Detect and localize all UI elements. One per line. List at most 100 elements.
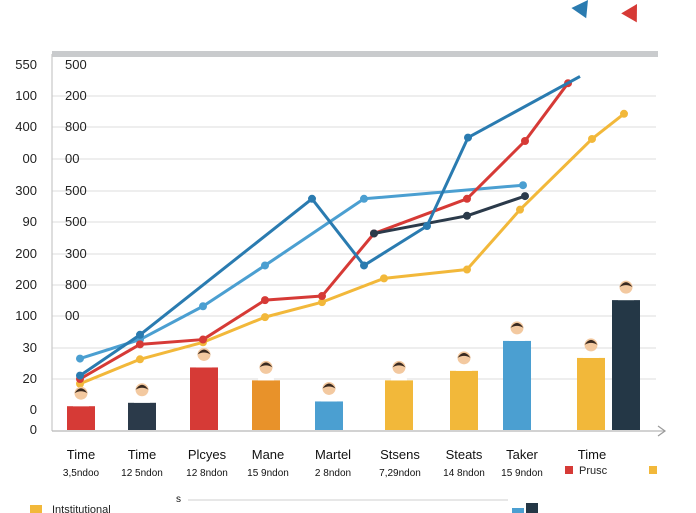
y-tick-inner-6: 300	[65, 246, 87, 261]
person-icon-2	[196, 347, 212, 368]
person-hair-8	[584, 339, 598, 345]
y-tick-inner-7: 800	[65, 277, 87, 292]
footer-tick: s	[176, 494, 181, 505]
line-point-5-7	[516, 205, 524, 214]
person-icons	[73, 280, 634, 407]
arrow-blue-head	[571, 0, 588, 19]
y-tick-outer-4: 300	[15, 183, 37, 198]
person-hair-6	[457, 352, 471, 358]
footer-bar-b	[526, 503, 538, 513]
x-sublabel-3: 15 9ndon	[247, 468, 289, 479]
y-tick-outer-9: 30	[23, 340, 37, 355]
person-hair-7	[510, 322, 524, 328]
line-point-1-4	[423, 222, 431, 230]
line-point-5-1	[136, 355, 144, 364]
line-point-5-6	[463, 265, 471, 274]
x-sublabel-7: 15 9ndon	[501, 468, 543, 479]
x-category-1: Time	[128, 447, 156, 462]
person-shirt-0	[73, 398, 89, 407]
bars	[67, 300, 640, 430]
person-icon-9	[618, 280, 634, 301]
line-point-5-8	[588, 134, 596, 143]
y-tick-outer-8: 100	[15, 308, 37, 323]
line-point-4-1	[463, 211, 471, 220]
person-shirt-2	[196, 359, 212, 368]
line-series-5	[79, 112, 625, 386]
person-shirt-1	[134, 394, 150, 403]
legend-swatch-1	[649, 466, 657, 474]
y-tick-inner-2: 800	[65, 119, 87, 134]
line-point-3-2	[199, 335, 207, 344]
person-icon-8	[583, 338, 599, 358]
person-shirt-6	[456, 362, 472, 371]
x-category-7: Taker	[506, 447, 538, 462]
line-point-1-2	[308, 194, 316, 203]
line-point-3-1	[136, 340, 144, 349]
arrow-red-head	[621, 4, 637, 23]
person-icon-0	[73, 386, 89, 407]
y-tick-inner-4: 500	[65, 183, 87, 198]
y-axis-labels: 5501004000030090200200100302000500200800…	[15, 57, 86, 437]
line-point-1-3	[360, 261, 368, 270]
x-category-3: Mane	[252, 447, 285, 462]
legend-swatch-2	[30, 505, 42, 513]
y-tick-outer-1: 100	[15, 88, 37, 103]
x-category-0: Time	[67, 447, 95, 462]
bar-9	[612, 300, 640, 430]
line-point-5-3	[261, 313, 269, 322]
x-axis-arrow	[657, 425, 667, 437]
legend: Prusc Intstitutional s	[30, 465, 657, 513]
line-point-1-1	[136, 330, 144, 339]
line-point-3-7	[521, 137, 529, 145]
person-icon-7	[509, 321, 525, 341]
y-tick-outer-6: 200	[15, 246, 37, 261]
line-series-3	[79, 82, 570, 381]
y-tick-inner-0: 500	[65, 57, 87, 72]
person-shirt-4	[321, 393, 337, 402]
person-shirt-7	[509, 332, 525, 341]
person-icon-5	[391, 360, 407, 381]
line-point-5-4	[318, 298, 326, 307]
person-hair-1	[135, 384, 149, 390]
bar-1	[128, 402, 156, 430]
line-point-4-0	[370, 229, 378, 238]
y-tick-outer-3: 00	[23, 151, 37, 166]
x-sublabel-2: 12 8ndon	[186, 468, 228, 479]
person-icon-3	[258, 360, 274, 381]
legend-label-0: Prusc	[579, 465, 608, 477]
top-bar	[52, 51, 658, 57]
x-category-6: Steats	[446, 447, 483, 462]
line-point-1-5	[464, 133, 472, 142]
bar-0	[67, 406, 95, 430]
y-tick-outer-2: 400	[15, 119, 37, 134]
bar-4	[315, 401, 343, 430]
legend-label-2: Intstitutional	[52, 504, 111, 513]
bar-3	[252, 380, 280, 430]
line-point-5-5	[380, 274, 388, 283]
line-point-3-6	[463, 194, 471, 203]
y-tick-outer-11: 0	[30, 402, 37, 417]
y-tick-outer-12: 0	[30, 422, 37, 437]
line-point-3-3	[261, 296, 269, 305]
grid	[51, 51, 667, 437]
line-point-2-3	[261, 261, 269, 270]
y-tick-inner-8: 00	[65, 308, 79, 323]
y-tick-outer-10: 20	[23, 371, 37, 386]
person-shirt-9	[618, 292, 634, 301]
x-sublabel-4: 2 8ndon	[315, 468, 351, 479]
line-point-2-5	[519, 181, 527, 190]
x-axis-labels: Time Time Plcyes Mane Martel Stsens Steats Take…	[63, 447, 606, 479]
person-hair-3	[259, 362, 273, 368]
bar-2	[190, 367, 218, 430]
y-tick-inner-3: 00	[65, 151, 79, 166]
x-category-5: Stsens	[380, 447, 420, 462]
line-point-5-9	[620, 109, 628, 118]
person-hair-9	[619, 282, 633, 288]
x-category-9: Time	[578, 447, 606, 462]
x-category-4: Martel	[315, 447, 351, 462]
x-category-2: Plcyes	[188, 447, 227, 462]
arrow-red	[621, 4, 637, 23]
line-point-2-4	[360, 194, 368, 203]
person-icon-1	[134, 383, 150, 403]
